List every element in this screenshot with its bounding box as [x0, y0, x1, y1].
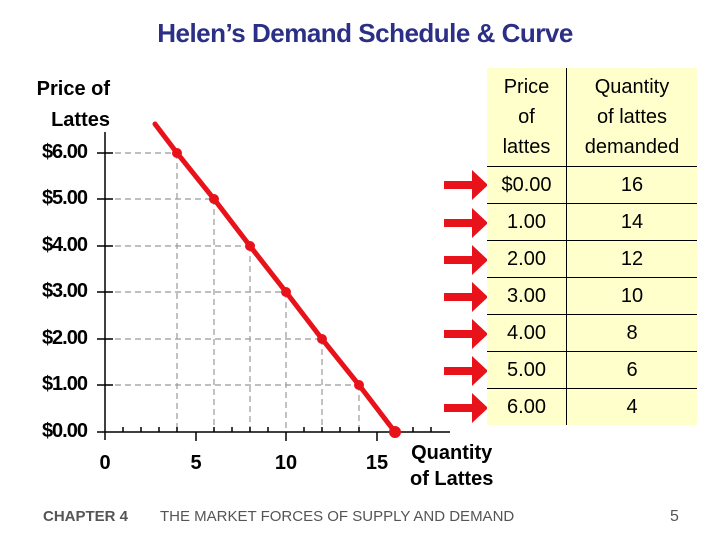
arrow-icon [444, 208, 488, 238]
table-row: $0.00 16 [487, 166, 697, 203]
demand-curve [152, 121, 398, 435]
arrow-icon [444, 319, 488, 349]
y-axis-title: Price of Lattes [10, 74, 110, 136]
arrow-icon [444, 282, 488, 312]
y-tick-label: $5.00 [41, 187, 88, 209]
header-text: lattes [502, 136, 551, 158]
x-tick-label: 5 [190, 452, 202, 474]
arrow-icon [444, 245, 488, 275]
table-row: 6.00 4 [487, 388, 697, 425]
x-axis-title: Quantity of Lattes [410, 440, 493, 492]
arrow-icon [444, 393, 488, 423]
table-row: 3.00 10 [487, 277, 697, 314]
grid-lines [105, 152, 360, 432]
header-text: of lattes [596, 106, 668, 128]
header-quantity: Quantity of lattes demanded [567, 68, 697, 166]
x-tick-label: 0 [99, 452, 111, 474]
header-price: Price of lattes [487, 68, 567, 166]
y-tick-label: $4.00 [41, 234, 88, 256]
table-header: Price of lattes Quantity of lattes deman… [487, 68, 697, 166]
axes [97, 132, 450, 441]
price-cell: 2.00 [487, 241, 567, 277]
table-row: 1.00 14 [487, 203, 697, 240]
quantity-cell: 12 [620, 247, 644, 270]
quantity-cell: 10 [620, 284, 644, 307]
price-cell: 6.00 [487, 389, 567, 425]
arrow-icon [444, 170, 488, 200]
quantity-cell: 6 [626, 358, 638, 381]
quantity-cell: 16 [620, 173, 644, 196]
footer-chapter: CHAPTER 4 [43, 508, 129, 525]
slide-title: Helen’s Demand Schedule & Curve [157, 18, 573, 48]
x-axis-title-line1: Quantity [411, 442, 493, 464]
price-cell: $0.00 [487, 167, 567, 203]
table-row: 2.00 12 [487, 240, 697, 277]
x-tick-label: 10 [274, 452, 298, 474]
y-tick-label: $6.00 [41, 141, 88, 163]
y-axis-title-line2: Lattes [51, 109, 110, 131]
demand-schedule-table: Price of lattes Quantity of lattes deman… [487, 68, 697, 425]
price-cell: 3.00 [487, 278, 567, 314]
y-tick-label: $2.00 [41, 327, 88, 349]
header-text: Quantity [594, 76, 670, 98]
y-tick-label: $0.00 [41, 420, 88, 442]
quantity-cell: 4 [626, 395, 638, 418]
y-tick-label: $3.00 [41, 280, 88, 302]
y-axis-title-line1: Price of [36, 78, 110, 100]
quantity-cell: 8 [626, 321, 638, 344]
arrow-icon [444, 356, 488, 386]
data-points [172, 148, 401, 438]
x-axis-title-line2: of Lattes [410, 468, 494, 490]
header-text: demanded [584, 136, 680, 158]
x-tick-label: 15 [365, 452, 389, 474]
quantity-cell: 14 [620, 210, 644, 233]
header-text: of [518, 106, 535, 128]
page-number: 5 [670, 508, 679, 525]
price-cell: 1.00 [487, 204, 567, 240]
table-row: 5.00 6 [487, 351, 697, 388]
price-cell: 5.00 [487, 352, 567, 388]
footer-subtitle: THE MARKET FORCES OF SUPPLY AND DEMAND [160, 508, 515, 525]
price-cell: 4.00 [487, 315, 567, 351]
table-row: 4.00 8 [487, 314, 697, 351]
header-text: Price [503, 76, 550, 98]
y-tick-label: $1.00 [41, 373, 88, 395]
